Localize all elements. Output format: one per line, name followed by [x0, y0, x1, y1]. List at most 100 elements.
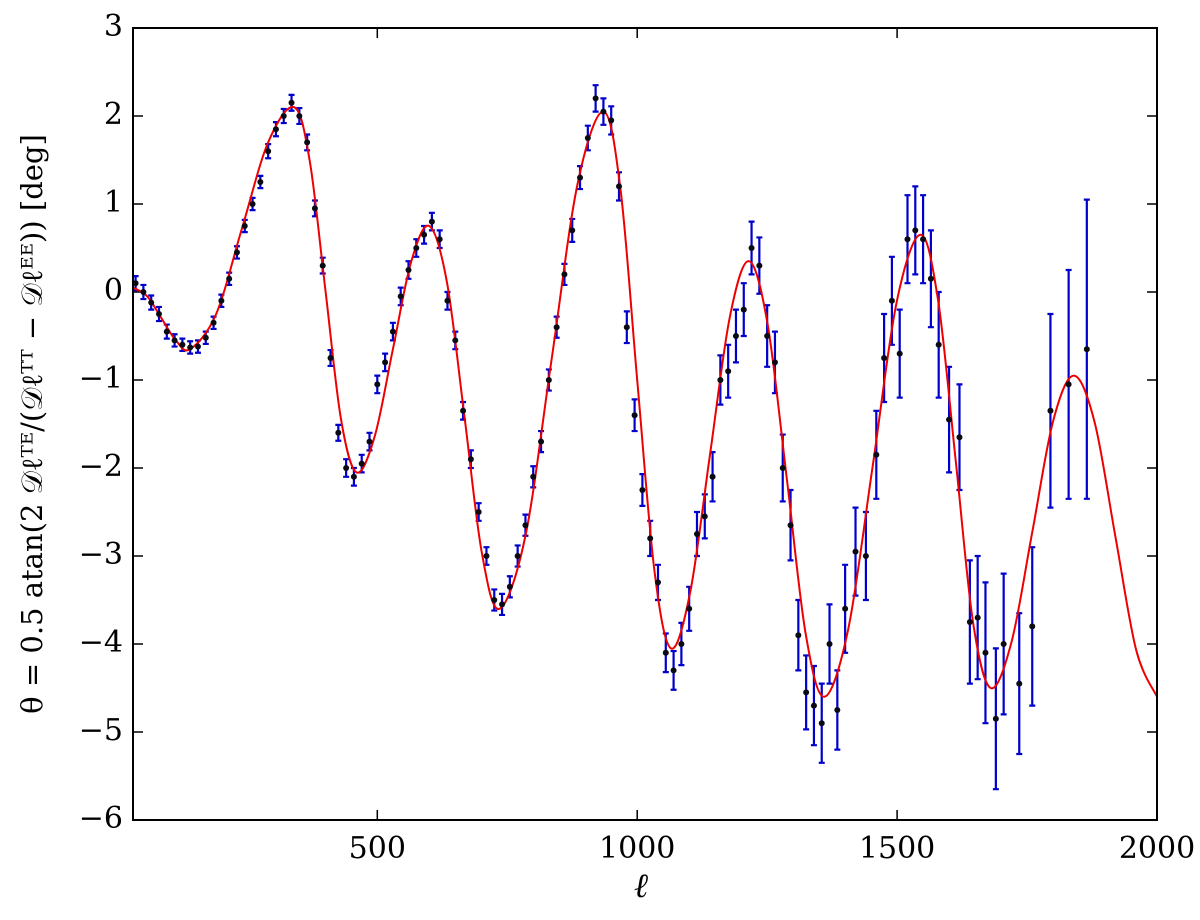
data-point [1016, 680, 1023, 687]
data-point [132, 280, 139, 287]
data-point [912, 227, 919, 234]
data-point [288, 99, 295, 106]
data-point [366, 438, 373, 445]
y-tick-label: −2 [79, 449, 123, 484]
data-point [974, 614, 981, 621]
data-point [389, 328, 396, 335]
model-curve [133, 106, 1157, 698]
data-point [1065, 381, 1072, 388]
data-point [296, 113, 303, 119]
y-tick-label: 1 [104, 185, 123, 220]
data-point [514, 553, 521, 559]
data-point [577, 174, 584, 181]
data-point [272, 126, 279, 133]
data-point [584, 135, 591, 141]
y-axis-label: θ = 0.5 atan(2 𝒟ℓᵀᴱ/(𝒟ℓᵀᵀ − 𝒟ℓᴱᴱ)) [deg] [15, 134, 49, 714]
data-point [616, 183, 623, 190]
data-point [1029, 623, 1036, 630]
data-point [935, 341, 942, 348]
data-point [374, 381, 381, 388]
data-point [1047, 407, 1054, 414]
data-point [444, 297, 451, 304]
y-tick-label: −4 [79, 625, 123, 660]
data-point [639, 487, 646, 493]
x-tick-label: 500 [349, 831, 406, 866]
data-point [826, 641, 833, 647]
data-point [428, 218, 435, 225]
data-point [491, 597, 498, 603]
data-point [179, 341, 186, 348]
data-point [210, 319, 217, 326]
y-tick-label: −1 [79, 361, 123, 396]
data-point [678, 641, 685, 647]
data-point [553, 324, 560, 331]
data-point [810, 702, 817, 709]
data-point [163, 328, 170, 335]
data-point [413, 245, 420, 251]
data-point [506, 583, 513, 590]
data-point [280, 113, 287, 119]
data-point [654, 579, 661, 586]
data-point [530, 473, 537, 480]
data-point [834, 707, 841, 713]
data-point [927, 275, 934, 282]
data-point [896, 350, 903, 357]
data-point [148, 299, 155, 306]
data-point [608, 117, 615, 124]
data-point [717, 377, 724, 383]
data-point [881, 355, 888, 361]
data-point [358, 460, 365, 467]
data-point [888, 297, 895, 304]
data-point [265, 148, 272, 155]
data-point [311, 205, 318, 212]
data-point [460, 407, 467, 414]
data-point [904, 236, 911, 243]
y-tick-label: −6 [79, 801, 123, 836]
data-point [155, 311, 162, 317]
data-point [920, 236, 927, 243]
data-point [1083, 346, 1090, 353]
data-point [779, 465, 786, 471]
data-point [475, 509, 482, 515]
data-point [623, 324, 630, 331]
x-axis-label: ℓ [634, 866, 648, 906]
data-point [966, 619, 973, 625]
data-point [756, 262, 763, 269]
data-point [538, 438, 545, 445]
data-point [647, 535, 654, 542]
data-point [852, 548, 859, 555]
y-tick-label: −5 [79, 713, 123, 748]
data-point [171, 337, 178, 344]
data-point [405, 267, 412, 273]
data-point [982, 649, 989, 656]
data-point [873, 451, 880, 458]
data-point [436, 236, 443, 243]
data-point [862, 553, 869, 559]
data-point [483, 553, 490, 559]
data-point [397, 293, 404, 300]
data-point [233, 249, 240, 256]
data-point [592, 95, 599, 102]
data-point [187, 344, 194, 351]
data-point [421, 231, 428, 238]
data-point [343, 465, 350, 471]
data-point [787, 522, 794, 529]
data-point [452, 337, 459, 344]
data-point [241, 223, 248, 229]
y-tick-label: −3 [79, 537, 123, 572]
data-point [350, 473, 357, 480]
data-point [202, 334, 209, 341]
data-point [842, 605, 849, 612]
x-tick-label: 1000 [599, 831, 675, 866]
data-point [522, 522, 529, 529]
data-point [725, 368, 732, 375]
x-tick-label: 2000 [1119, 831, 1195, 866]
data-point [304, 139, 311, 146]
data-point [382, 359, 389, 366]
data-point [569, 227, 576, 234]
data-point [194, 343, 201, 350]
data-point [257, 179, 264, 185]
data-point [319, 262, 326, 269]
data-point [740, 306, 747, 313]
